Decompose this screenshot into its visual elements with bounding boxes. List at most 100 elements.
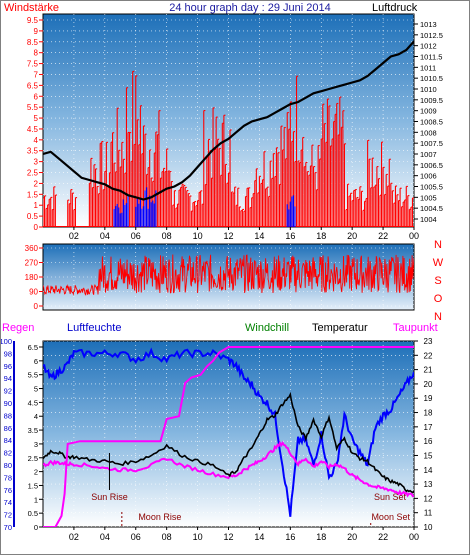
- pressure-axis-label: 1005: [420, 193, 437, 202]
- pressure-axis-label: 1007: [420, 150, 437, 159]
- time-axis-label: 04: [100, 231, 110, 241]
- rain-axis-label: 4: [34, 412, 38, 421]
- rain-axis-label: 1: [34, 495, 38, 504]
- humidity-axis-label: 88: [4, 411, 12, 420]
- wind-axis-label: 5: [34, 114, 39, 123]
- windchill-legend: Windchill: [245, 322, 289, 334]
- time-axis-label: 16: [285, 231, 295, 241]
- wind-axis-label: 3: [34, 158, 39, 167]
- pressure-line: [43, 40, 414, 201]
- pressure-axis-label: 1013: [420, 20, 437, 29]
- moon-rise-label: Moon Rise: [138, 512, 181, 522]
- wind-axis-label: 7.5: [27, 60, 39, 69]
- pressure-axis-label: 1010: [420, 85, 437, 94]
- temp-axis-label: 21: [424, 366, 433, 375]
- rain-axis-title: Regen: [2, 322, 34, 334]
- dewpoint-legend: Taupunkt: [393, 322, 438, 334]
- wind-axis-label: 0: [34, 223, 39, 232]
- humidity-axis-label: 92: [4, 387, 12, 396]
- wind-axis-label: 8.5: [27, 38, 39, 47]
- rain-axis-label: 4.5: [28, 398, 38, 407]
- humidity-axis-title: Luftfeuchte: [67, 322, 121, 334]
- compass-label: S: [434, 275, 441, 287]
- humidity-axis-label: 70: [4, 523, 12, 532]
- time-axis-label: 20: [347, 532, 357, 542]
- rain-line: [43, 346, 414, 527]
- rain-axis-label: 2.5: [28, 454, 38, 463]
- time-axis-label: 00: [409, 532, 419, 542]
- wind-axis-label: 0.5: [27, 212, 39, 221]
- compass-label: O: [434, 293, 443, 305]
- time-axis-label: 16: [285, 532, 295, 542]
- wind-direction-trace: [43, 254, 414, 296]
- time-axis-label: 12: [223, 231, 233, 241]
- temp-axis-label: 12: [424, 494, 433, 503]
- temp-axis-label: 11: [424, 509, 433, 518]
- rain-axis-label: 5: [34, 385, 38, 394]
- time-axis-label: 12: [223, 532, 233, 542]
- rain-axis-label: 3.5: [28, 426, 38, 435]
- rain-axis-label: 3: [34, 440, 38, 449]
- temp-axis-label: 16: [424, 437, 433, 446]
- humidity-axis-label: 82: [4, 449, 12, 458]
- humidity-line: [43, 347, 414, 517]
- wind-axis-label: 3.5: [27, 147, 39, 156]
- temperature-legend: Temperatur: [312, 322, 368, 334]
- time-axis-label: 00: [409, 231, 419, 241]
- humidity-axis-label: 100: [0, 337, 12, 346]
- direction-axis-label: 360: [25, 244, 39, 253]
- moon-set-label: Moon Set: [371, 512, 410, 522]
- temp-axis-label: 10: [424, 523, 433, 532]
- pressure-axis-label: 1010.5: [420, 74, 443, 83]
- temp-axis-label: 17: [424, 423, 433, 432]
- wind-axis-label: 1: [34, 201, 39, 210]
- humidity-axis-label: 78: [4, 473, 12, 482]
- pressure-axis-label: 1011: [420, 63, 436, 72]
- wind-axis-label: 6.5: [27, 81, 39, 90]
- pressure-axis-label: 1005.5: [420, 183, 443, 192]
- rain-axis-label: 2: [34, 468, 38, 477]
- wind-axis-label: 6: [34, 92, 39, 101]
- wind-axis-label: 4: [34, 136, 39, 145]
- humidity-axis-label: 80: [4, 461, 12, 470]
- humidity-axis-label: 74: [4, 498, 12, 507]
- temp-axis-label: 19: [424, 394, 433, 403]
- temp-axis-label: 13: [424, 480, 433, 489]
- pressure-axis-label: 1012: [420, 42, 437, 51]
- temp-axis-label: 14: [424, 466, 433, 475]
- time-axis-label: 08: [162, 231, 172, 241]
- wind-axis-label: 7: [34, 70, 39, 79]
- rain-axis-label: 0.5: [28, 509, 38, 518]
- pressure-axis-label: 1009: [420, 107, 437, 116]
- wind-axis-label: 2.5: [27, 169, 39, 178]
- rain-axis-label: 0: [34, 523, 38, 532]
- sun-set-label: Sun Set: [374, 492, 407, 502]
- time-axis-label: 18: [316, 231, 326, 241]
- temp-axis-label: 22: [424, 351, 433, 360]
- chart-title: 24 hour graph day : 29 Juni 2014: [169, 2, 330, 14]
- humidity-axis-label: 96: [4, 362, 12, 371]
- time-axis-label: 06: [131, 231, 141, 241]
- time-axis-label: 20: [347, 231, 357, 241]
- temp-axis-label: 15: [424, 451, 433, 460]
- pressure-axis-label: 1008: [420, 128, 437, 137]
- sun-rise-label: Sun Rise: [91, 492, 128, 502]
- time-axis-label: 14: [254, 532, 264, 542]
- direction-axis-label: 0: [34, 302, 39, 311]
- temperature-line: [43, 391, 414, 494]
- rain-axis-label: 5.5: [28, 371, 38, 380]
- pressure-axis-label: 1007.5: [420, 139, 443, 148]
- pressure-axis-label: 1004: [420, 215, 437, 224]
- wind-axis-label: 1.5: [27, 190, 39, 199]
- rain-axis-label: 6: [34, 357, 38, 366]
- time-axis-label: 22: [378, 231, 388, 241]
- time-axis-label: 08: [162, 532, 172, 542]
- time-axis-label: 02: [69, 532, 79, 542]
- time-axis-label: 10: [193, 532, 203, 542]
- temp-axis-label: 20: [424, 380, 433, 389]
- wind-axis-label: 9: [34, 27, 39, 36]
- time-axis-label: 04: [100, 532, 110, 542]
- pressure-axis-label: 1006: [420, 172, 437, 181]
- compass-label: N: [434, 311, 442, 323]
